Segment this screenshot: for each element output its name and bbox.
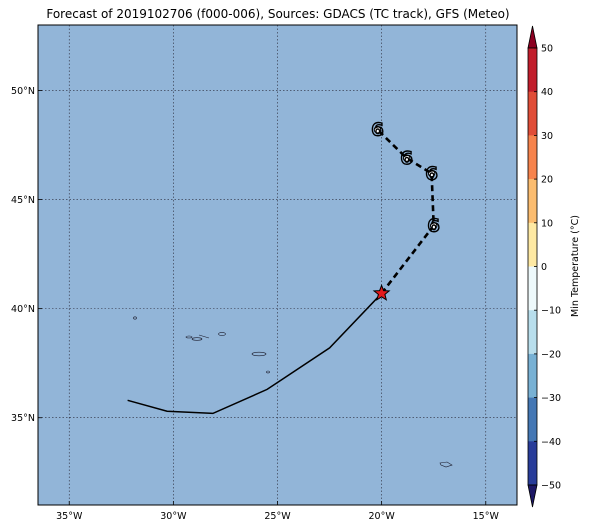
colorbar-segment [528, 397, 537, 442]
island-sao-miguel [251, 351, 267, 357]
colorbar-segment [528, 179, 537, 224]
tropical-storm-symbol: 6 [427, 215, 441, 237]
tropical-storm-symbol: 6 [425, 163, 439, 185]
island-faial [185, 335, 193, 339]
y-axis-ticks: 35°N 40°N 45°N 50°N [11, 86, 42, 424]
colorbar-tick-label: 10 [541, 218, 553, 229]
colorbar-segment [528, 441, 537, 486]
colorbar-tick-label: −30 [541, 393, 561, 404]
colorbar-tick-label: −50 [541, 481, 561, 492]
x-axis-ticks: 35°W 30°W 25°W 20°W 15°W [56, 501, 499, 522]
island-pico [191, 337, 203, 341]
colorbar-tick-label: 40 [541, 87, 553, 98]
storm-glyph: 6 [400, 148, 413, 169]
gridlines [38, 25, 517, 505]
ocean-background [38, 25, 517, 505]
y-tick-label: 45°N [11, 195, 35, 206]
islands [133, 316, 453, 468]
island-terceira [218, 332, 226, 336]
island-flores [133, 316, 137, 320]
colorbar-max-extension [527, 25, 538, 49]
x-tick-label: 35°W [56, 511, 83, 522]
colorbar-tick-label: 20 [541, 175, 553, 186]
colorbar-tick-label: 0 [541, 262, 547, 273]
tropical-storm-symbol: 6 [400, 147, 414, 169]
x-tick-label: 20°W [369, 511, 396, 522]
x-tick-label: 25°W [264, 511, 291, 522]
storm-eye [402, 154, 411, 162]
storm-eye [429, 222, 438, 230]
island-madeira [439, 461, 453, 468]
colorbar-label: Min Temperature (°C) [570, 215, 581, 317]
colorbar-tick-label: 30 [541, 131, 553, 142]
storm-glyph: 6 [371, 120, 384, 141]
colorbar-segment [528, 135, 537, 180]
tropical-storm-symbol: 6 [370, 119, 384, 141]
island-santa-maria [266, 370, 270, 374]
colorbar-ticks: 50 40 30 20 10 0 −10 −20 −30 −40 −50 [534, 44, 561, 492]
y-tick-label: 40°N [11, 304, 35, 315]
storm-eye [427, 169, 436, 178]
colorbar-segment [528, 310, 537, 355]
current-position-star-icon [372, 284, 391, 301]
colorbar-tick-label: −20 [541, 349, 561, 360]
x-tick-label: 15°W [473, 511, 500, 522]
y-tick-label: 35°N [11, 413, 35, 424]
colorbar-segment [528, 48, 537, 93]
island-sao-jorge [198, 334, 210, 339]
storm-glyph: 6 [425, 163, 438, 184]
past-track-line [127, 292, 383, 415]
colorbar-segment [528, 266, 537, 311]
x-tick-label: 30°W [160, 511, 187, 522]
colorbar-segment [528, 91, 537, 136]
forecast-track-line [376, 128, 436, 295]
colorbar-tick-label: −40 [541, 437, 561, 448]
colorbar [527, 25, 538, 508]
colorbar-tick-label: 50 [541, 44, 553, 55]
storm-eye [373, 126, 382, 134]
figure-title: Forecast of 2019102706 (f000-006), Sourc… [46, 7, 509, 21]
y-tick-label: 50°N [11, 86, 35, 97]
colorbar-segment [528, 222, 537, 267]
storm-glyph: 6 [427, 216, 440, 237]
colorbar-segment [528, 353, 537, 398]
colorbar-tick-label: −10 [541, 306, 561, 317]
colorbar-min-extension [527, 484, 538, 508]
